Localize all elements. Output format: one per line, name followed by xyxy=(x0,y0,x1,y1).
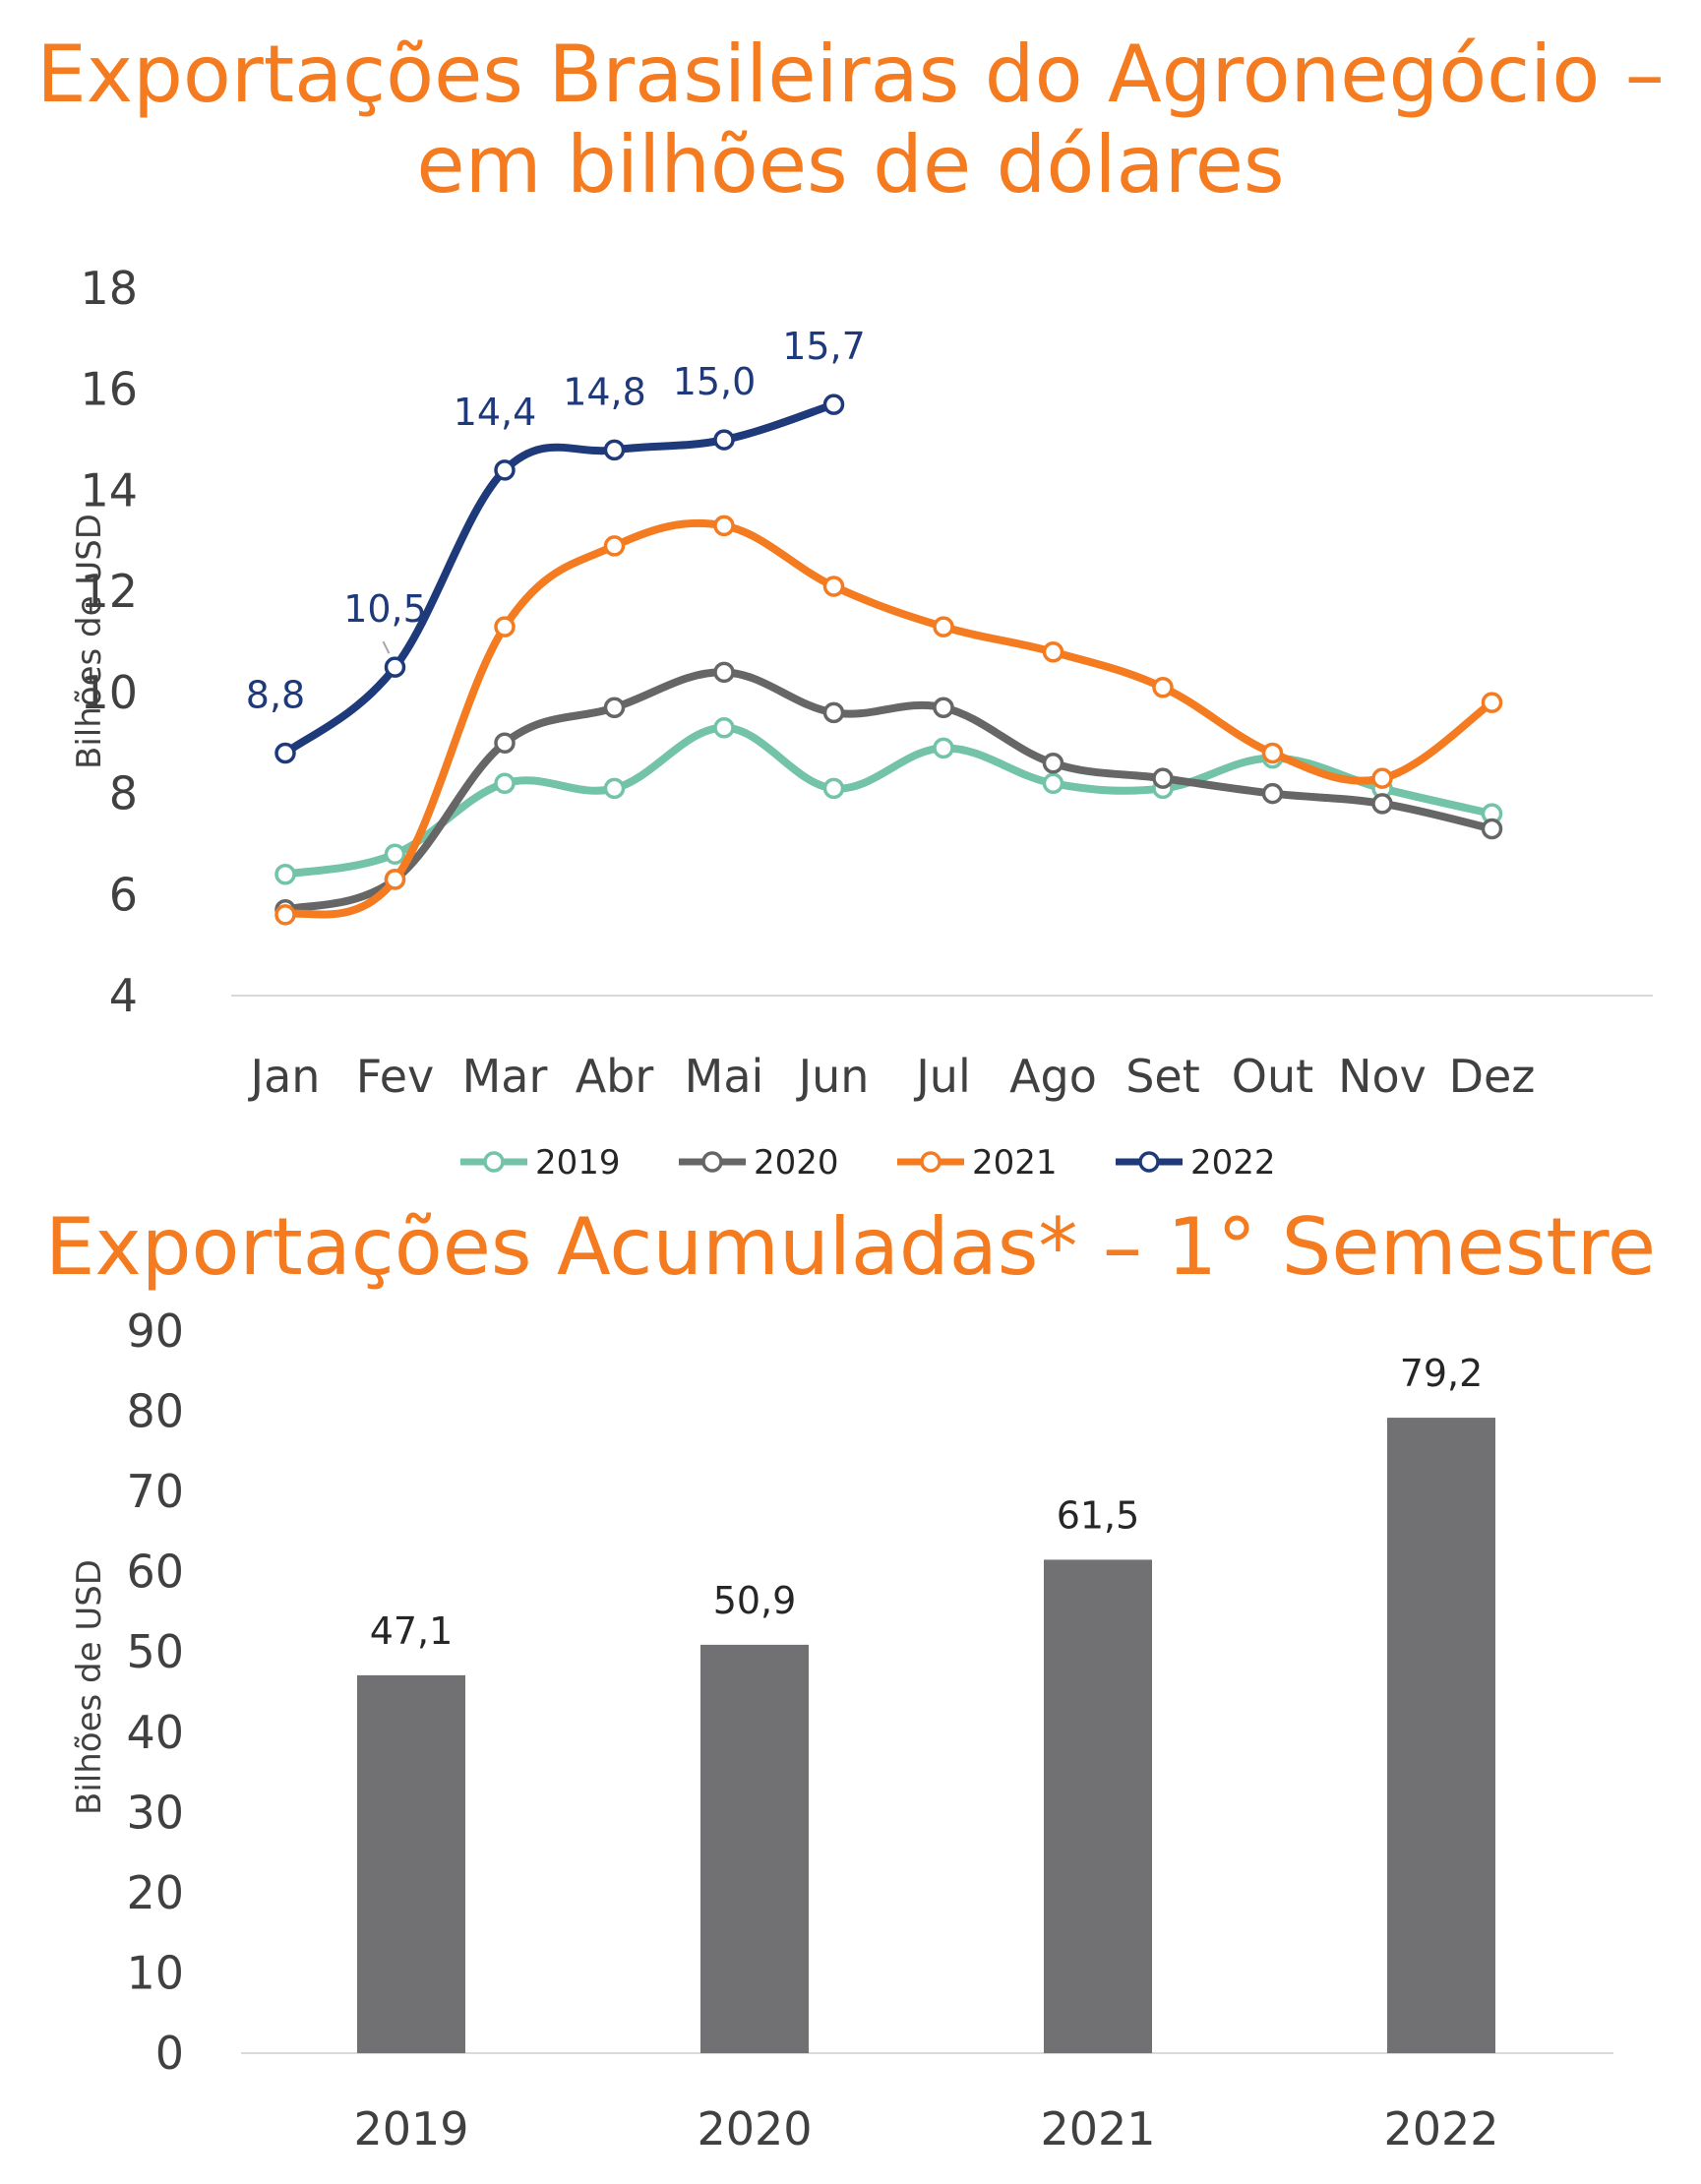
x-tick-label: Out xyxy=(1232,1050,1313,1103)
x-tick-label: Jan xyxy=(248,1050,321,1103)
data-point-2019 xyxy=(822,777,845,800)
x-tick-label: Ago xyxy=(1009,1050,1097,1103)
legend-marker-2019 xyxy=(483,1151,505,1173)
y-tick-label: 60 xyxy=(126,1546,184,1599)
bar-2020 xyxy=(700,1644,809,2053)
legend-label-2022: 2022 xyxy=(1190,1143,1276,1181)
bar-chart-title: Exportações Acumuladas* – 1° Semestre xyxy=(44,1201,1657,1293)
y-tick-label: 6 xyxy=(109,868,138,921)
y-tick-label: 14 xyxy=(80,463,138,516)
x-tick-label: Jul xyxy=(913,1050,971,1103)
data-point-2020 xyxy=(713,661,735,684)
data-point-2021 xyxy=(603,535,626,557)
x-tick-label: Abr xyxy=(576,1050,654,1103)
data-point-2022 xyxy=(274,742,296,764)
x-tick-label: 2022 xyxy=(1383,2102,1498,2155)
x-tick-label: 2019 xyxy=(353,2102,468,2155)
data-point-2021 xyxy=(1481,692,1503,713)
data-label-2022: 14,8 xyxy=(563,370,646,413)
x-tick-label: 2020 xyxy=(697,2102,812,2155)
data-point-2021 xyxy=(1261,742,1284,764)
data-point-2021 xyxy=(933,616,954,637)
y-tick-label: 16 xyxy=(80,363,138,416)
x-tick-label: Fev xyxy=(356,1050,434,1103)
data-point-2020 xyxy=(1042,753,1064,774)
y-tick-label: 70 xyxy=(126,1465,184,1518)
data-point-2020 xyxy=(933,697,954,719)
data-label-2022: 10,5 xyxy=(343,587,427,631)
data-point-2019 xyxy=(274,863,296,885)
data-point-2022 xyxy=(822,394,845,415)
y-tick-label: 10 xyxy=(80,666,138,719)
data-point-2021 xyxy=(384,869,406,890)
x-tick-label: Set xyxy=(1125,1050,1200,1103)
data-point-2019 xyxy=(384,843,406,865)
data-point-2019 xyxy=(1042,772,1064,795)
bar-2019 xyxy=(357,1674,465,2053)
bar-value-label: 50,9 xyxy=(713,1579,797,1622)
data-point-2021 xyxy=(1042,641,1064,663)
bar-2022 xyxy=(1387,1418,1495,2053)
data-point-2022 xyxy=(494,459,516,481)
label-leader-line xyxy=(382,640,391,654)
y-tick-label: 40 xyxy=(126,1706,184,1759)
bar-value-label: 79,2 xyxy=(1400,1352,1484,1395)
y-tick-label: 30 xyxy=(126,1786,184,1839)
data-point-2019 xyxy=(603,777,626,800)
x-tick-label: 2021 xyxy=(1040,2102,1155,2155)
data-label-2022: 14,4 xyxy=(454,391,537,434)
data-point-2020 xyxy=(1481,818,1503,840)
data-point-2021 xyxy=(1371,767,1393,789)
data-point-2021 xyxy=(494,616,516,637)
bar-value-label: 61,5 xyxy=(1057,1493,1140,1537)
data-point-2021 xyxy=(1152,676,1174,698)
y-tick-label: 8 xyxy=(109,767,138,820)
data-point-2020 xyxy=(1371,793,1393,815)
data-point-2021 xyxy=(274,904,296,926)
x-tick-label: Jun xyxy=(796,1050,870,1103)
data-label-2022: 15,0 xyxy=(673,360,757,403)
x-tick-label: Mar xyxy=(462,1050,548,1103)
bar-2021 xyxy=(1044,1559,1152,2053)
data-point-2022 xyxy=(384,656,406,678)
data-point-2020 xyxy=(822,701,845,724)
y-tick-label: 20 xyxy=(126,1866,184,1919)
legend-marker-2021 xyxy=(920,1151,942,1173)
legend-label-2020: 2020 xyxy=(754,1143,839,1181)
legend-label-2019: 2019 xyxy=(535,1143,621,1181)
data-point-2020 xyxy=(603,697,626,719)
line-chart: 4 6 8 10 12 14 16 18 Bilhões de USD Jan Fev Mar Abr M… xyxy=(70,262,1653,1181)
data-point-2022 xyxy=(603,439,626,461)
y-axis-label: Bilhões de USD xyxy=(70,1559,109,1815)
x-tick-label: Mai xyxy=(685,1050,764,1103)
x-tick-label: Nov xyxy=(1338,1050,1427,1103)
data-point-2019 xyxy=(933,737,954,759)
data-label-2022: 15,7 xyxy=(782,325,866,368)
line-chart-title: Exportações Brasileiras do Agronegócio –… xyxy=(36,29,1665,211)
data-point-2020 xyxy=(1261,782,1284,805)
y-tick-label: 80 xyxy=(126,1385,184,1438)
x-tick-label: Dez xyxy=(1449,1050,1536,1103)
data-point-2019 xyxy=(494,772,516,795)
y-tick-label: 18 xyxy=(80,262,138,315)
legend-marker-2022 xyxy=(1138,1151,1160,1173)
data-point-2022 xyxy=(713,429,735,451)
y-axis-label: Bilhões de USD xyxy=(70,514,109,769)
data-point-2020 xyxy=(494,732,516,754)
y-tick-label: 90 xyxy=(126,1304,184,1358)
y-tick-label: 0 xyxy=(155,2027,184,2080)
legend-marker-2020 xyxy=(701,1151,723,1173)
y-tick-label: 50 xyxy=(126,1625,184,1678)
data-point-2021 xyxy=(713,515,735,537)
y-tick-label: 10 xyxy=(126,1946,184,1999)
data-label-2022: 8,8 xyxy=(246,673,305,716)
legend-label-2021: 2021 xyxy=(972,1143,1058,1181)
y-tick-label: 12 xyxy=(80,565,138,618)
data-point-2021 xyxy=(822,576,845,597)
y-tick-label: 4 xyxy=(109,969,138,1022)
data-point-2019 xyxy=(713,717,735,739)
data-point-2020 xyxy=(1152,767,1174,789)
bar-value-label: 47,1 xyxy=(370,1609,454,1653)
